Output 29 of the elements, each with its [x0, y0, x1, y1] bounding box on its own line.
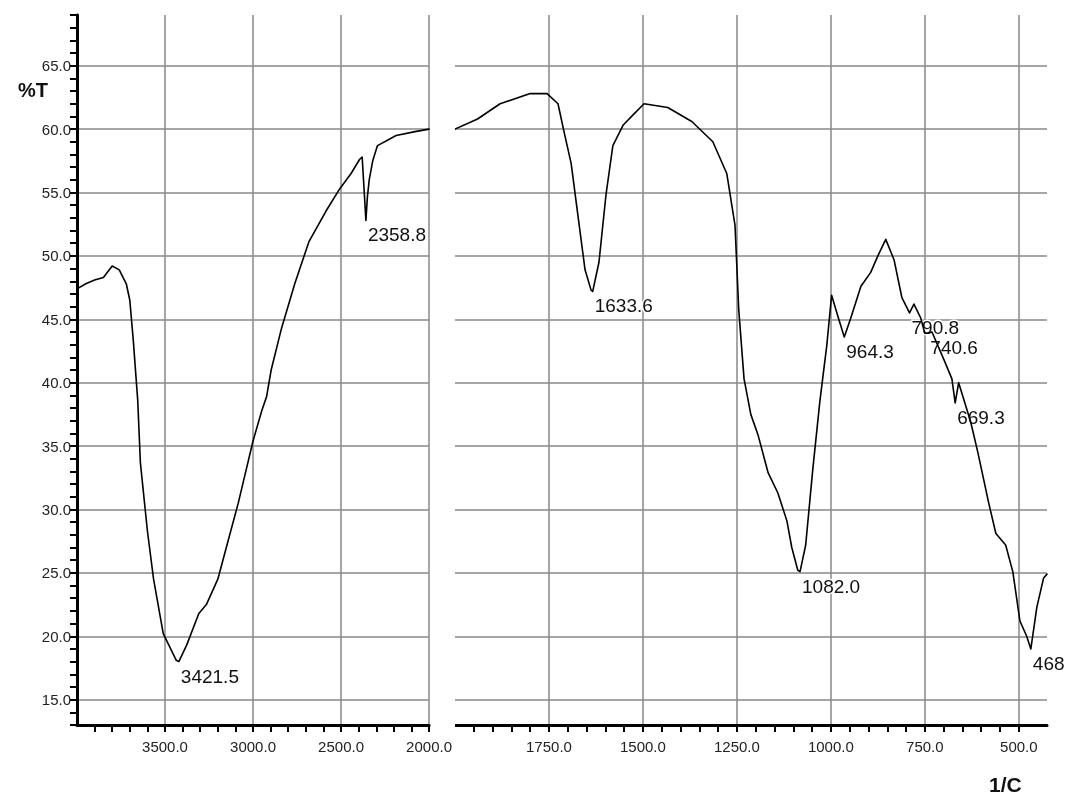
x-tick-label: 500.0: [1000, 738, 1038, 755]
annotation: 1082.0: [802, 575, 861, 597]
y-tick-label: 65.0: [41, 57, 71, 75]
annotation: 964.3: [846, 341, 894, 363]
x-tick-label: 1750.0: [526, 738, 572, 755]
x-tick-label: 1000.0: [807, 738, 854, 755]
x-tick-label: 3500.0: [142, 738, 188, 755]
y-axis-title: %T: [18, 79, 48, 101]
y-tick-label: 45.0: [41, 310, 71, 328]
x-axis-title: 1/C: [989, 773, 1022, 796]
y-tick-label: 25.0: [41, 564, 71, 582]
x-tick-label: 2500.0: [318, 738, 364, 755]
x-tick-label: 3000.0: [230, 738, 276, 755]
annotation: 1633.6: [594, 295, 653, 317]
x-tick-label: 1250.0: [713, 738, 760, 755]
annotation: 3421.5: [180, 665, 239, 687]
annotation: 468: [1032, 652, 1065, 674]
y-tick-label: 55.0: [41, 184, 71, 201]
y-tick-label: 60.0: [41, 120, 71, 138]
y-tick-label: 35.0: [41, 437, 71, 455]
x-tick-label: 1500.0: [619, 738, 666, 755]
annotation: 2358.8: [367, 224, 427, 246]
y-tick-label: 20.0: [41, 627, 71, 645]
y-tick-label: 15.0: [41, 691, 71, 709]
x-tick-label: 2000.0: [406, 738, 453, 755]
x-tick-label: 750.0: [906, 738, 944, 755]
y-tick-label: 30.0: [41, 500, 71, 518]
y-tick-label: 50.0: [41, 247, 71, 265]
y-tick-label: 40.0: [41, 374, 71, 392]
